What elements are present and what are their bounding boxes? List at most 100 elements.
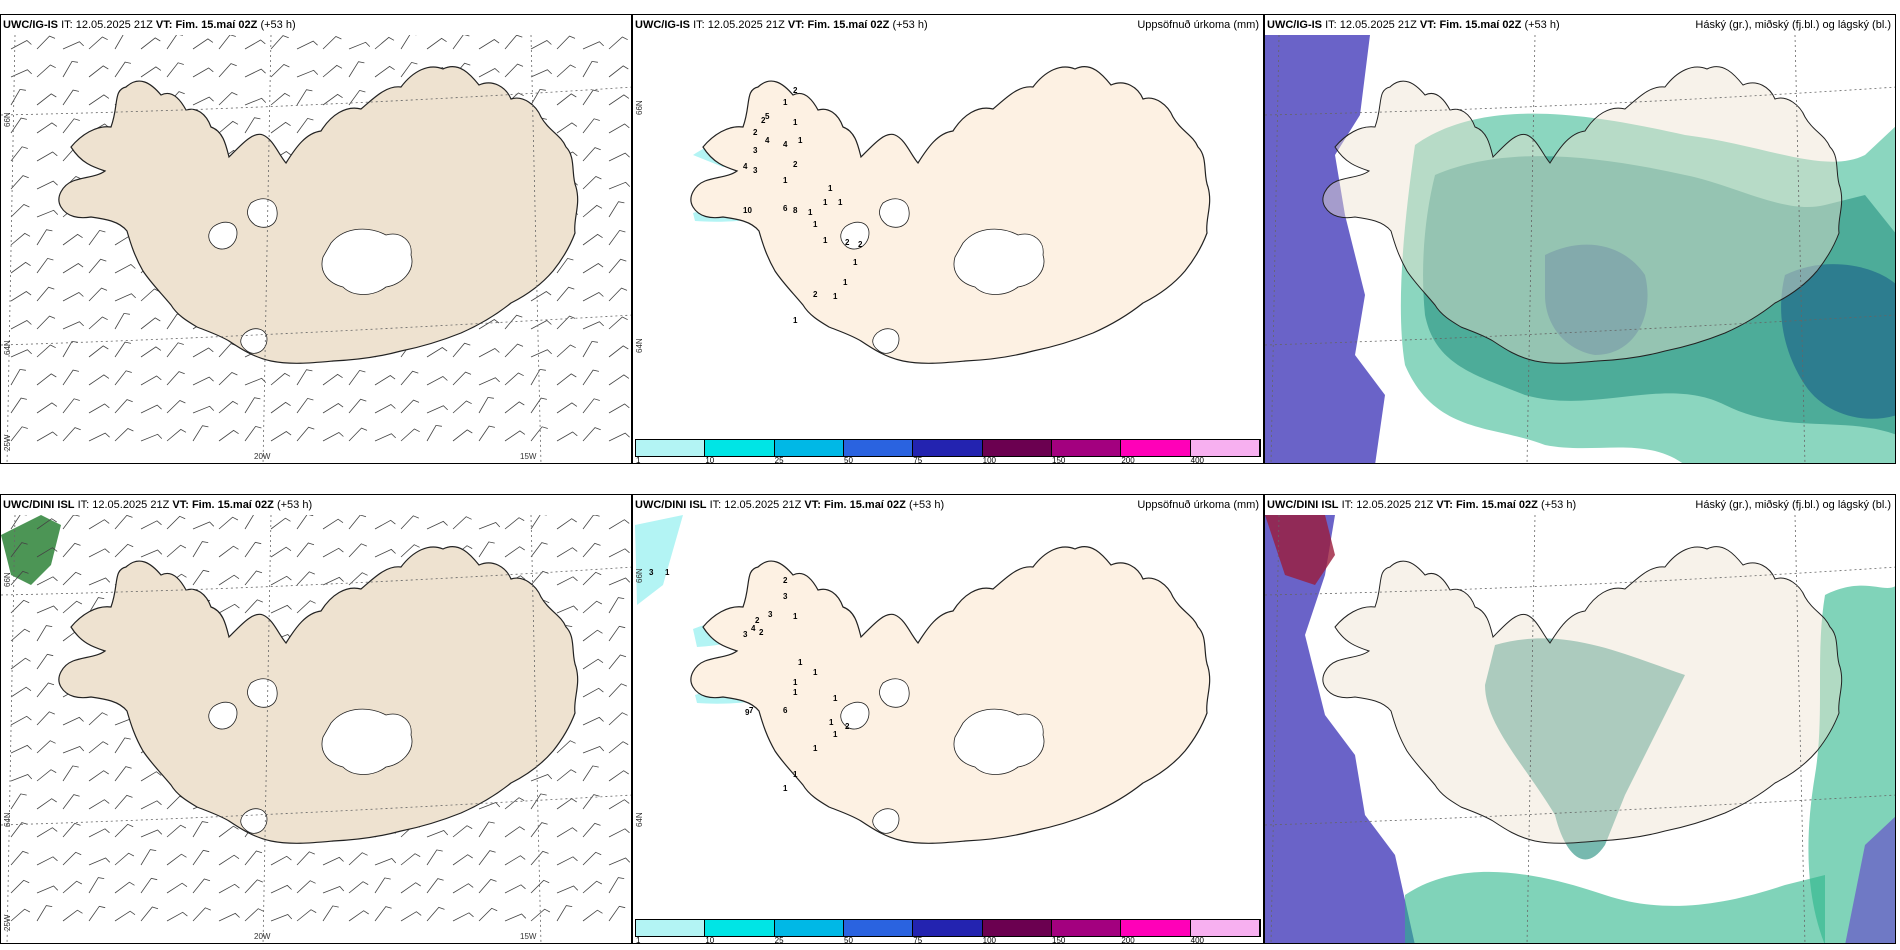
wind-barb xyxy=(88,432,110,442)
legend-tick-label: 50 xyxy=(844,936,853,944)
wind-barb xyxy=(374,877,391,894)
wind-barb xyxy=(88,905,106,922)
wind-barb xyxy=(62,746,85,754)
high-cloud-west xyxy=(1265,35,1385,463)
wind-barb xyxy=(10,175,29,190)
wind-barb xyxy=(400,515,419,530)
precip-value: 1 xyxy=(793,770,798,779)
graticule-line-0 xyxy=(1,86,631,116)
wind-barb xyxy=(244,397,261,414)
wind-barb xyxy=(114,370,132,386)
wind-barb xyxy=(582,746,605,754)
cloud-title: Háský (gr.), miðský (fj.bl.) og lágský (… xyxy=(1695,19,1891,31)
wind-barb xyxy=(192,878,211,894)
precip-value: 8 xyxy=(793,206,798,215)
wind-barb xyxy=(452,342,471,358)
wind-barb xyxy=(192,67,214,78)
graticule xyxy=(1265,515,1895,943)
wind-barb xyxy=(608,857,631,866)
wind-barb xyxy=(140,877,158,894)
wind-barb xyxy=(62,571,82,586)
wind-barb xyxy=(140,404,162,414)
wind-barb xyxy=(244,850,263,866)
it-label: IT: xyxy=(693,19,705,31)
wind-barb xyxy=(192,849,210,866)
wind-barb xyxy=(62,89,79,106)
wind-barb xyxy=(36,653,54,670)
wind-barb xyxy=(556,827,578,838)
precip-value: 1 xyxy=(793,612,798,621)
wind-barb xyxy=(114,543,134,558)
graticule-line-0 xyxy=(1265,86,1895,116)
wind-barb xyxy=(478,907,498,922)
graticule-line-0 xyxy=(1,566,631,596)
red-cloud-patch xyxy=(1265,515,1335,585)
graticule xyxy=(1,515,631,943)
wind-barb xyxy=(504,401,525,414)
wind-barb xyxy=(582,263,604,274)
lat-label-66n: 66N xyxy=(635,568,644,583)
wind-barb xyxy=(192,96,214,106)
lon-label-15w: 15W xyxy=(520,932,537,941)
wind-barb xyxy=(166,400,186,414)
wind-barb xyxy=(166,371,185,386)
wind-barb xyxy=(62,716,84,726)
wind-barb xyxy=(504,35,523,50)
wind-barb xyxy=(218,912,240,922)
lead-time: (+53 h) xyxy=(908,499,945,511)
glacier-0 xyxy=(321,228,413,295)
wind-barb xyxy=(244,879,263,894)
wind-barb xyxy=(62,427,81,442)
wind-barb xyxy=(556,315,576,330)
wind-barb xyxy=(322,905,339,922)
wind-barb xyxy=(10,232,31,246)
lead-time: (+53 h) xyxy=(892,19,928,31)
precip-value: 1 xyxy=(793,678,798,687)
wind-barb xyxy=(426,424,442,442)
wind-barb xyxy=(10,146,28,162)
panel-header: UWC/IG-IS IT: 12.05.2025 21Z VT: Fim. 15… xyxy=(1265,15,1895,35)
legend-swatch xyxy=(705,920,775,936)
wind-barb xyxy=(36,93,57,106)
wind-barb xyxy=(10,261,31,274)
wind-barb xyxy=(530,368,546,386)
cloud-map-panel-bottom: UWC/DINI ISL IT: 12.05.2025 21Z VT: Fim.… xyxy=(1264,494,1896,944)
glacier-2 xyxy=(208,701,238,730)
wind-barb xyxy=(88,741,109,754)
wind-barb xyxy=(244,908,264,922)
wind-barb xyxy=(530,349,552,358)
legend-swatch xyxy=(913,920,983,936)
glacier-1 xyxy=(247,198,278,228)
wind-barb xyxy=(608,374,630,386)
glacier-0 xyxy=(953,228,1045,295)
wind-barb xyxy=(530,291,552,302)
lon-label-15w: 15W xyxy=(520,452,537,461)
wind-barb xyxy=(140,829,163,838)
wind-barb xyxy=(296,40,318,50)
wind-barb xyxy=(530,570,549,586)
wind-barb xyxy=(426,849,443,866)
legend-tick-label: 200 xyxy=(1121,936,1135,944)
wind-barb xyxy=(218,603,240,614)
vt-label: VT: xyxy=(155,19,173,31)
wind-barb xyxy=(36,64,56,78)
wind-barb xyxy=(296,69,319,78)
glacier-0 xyxy=(953,708,1045,775)
wind-barb xyxy=(88,857,111,866)
lead-time: (+53 h) xyxy=(1540,499,1577,511)
wind-map-panel-bottom: UWC/DINI ISL IT: 12.05.2025 21Z VT: Fim.… xyxy=(0,494,632,944)
wind-barb xyxy=(218,825,239,838)
wind-barb xyxy=(556,518,577,530)
wind-barb xyxy=(244,117,261,134)
iceland-land xyxy=(58,546,579,844)
wind-barb xyxy=(62,41,84,50)
precip-value: 2 xyxy=(793,86,798,95)
wind-barb xyxy=(62,369,79,386)
wind-barb xyxy=(478,396,494,414)
graticule-line-3 xyxy=(1526,515,1536,943)
wind-barb xyxy=(400,853,421,866)
legend-tick-label: 400 xyxy=(1190,456,1205,464)
precip-value: 2 xyxy=(793,160,798,169)
wind-barb xyxy=(218,516,239,530)
